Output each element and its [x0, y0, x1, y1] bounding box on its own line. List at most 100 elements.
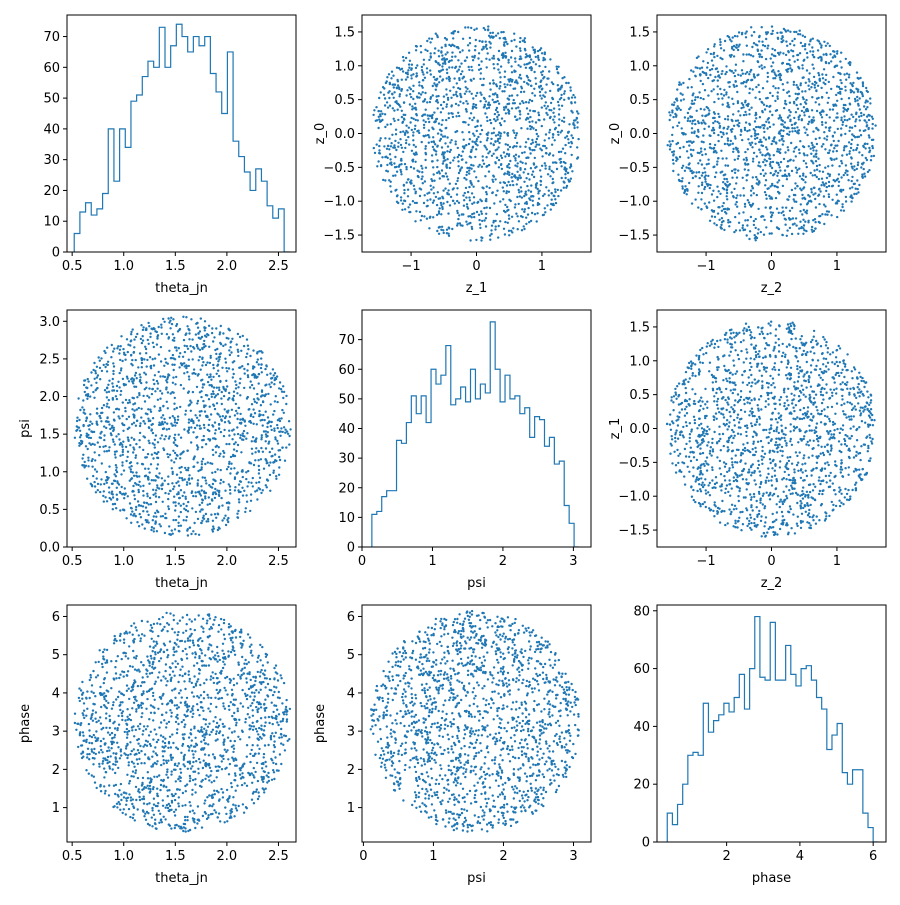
scatter-point — [174, 421, 176, 423]
scatter-point — [724, 73, 726, 75]
scatter-point — [525, 56, 527, 58]
scatter-point — [691, 127, 693, 129]
scatter-point — [802, 67, 804, 69]
scatter-point — [562, 148, 564, 150]
scatter-point — [185, 410, 187, 412]
scatter-point — [840, 117, 842, 119]
scatter-point — [197, 327, 199, 329]
scatter-point — [275, 378, 277, 380]
scatter-point — [87, 378, 89, 380]
scatter-point — [800, 227, 802, 229]
scatter-point — [521, 229, 523, 231]
scatter-point — [242, 335, 244, 337]
scatter-point — [178, 434, 180, 436]
scatter-point — [391, 93, 393, 95]
scatter-point — [851, 176, 853, 178]
scatter-point — [541, 74, 543, 76]
scatter-point — [134, 498, 136, 500]
scatter-point — [156, 484, 158, 486]
scatter-point — [737, 100, 739, 102]
scatter-point — [396, 67, 398, 69]
scatter-point — [836, 150, 838, 152]
scatter-point — [432, 216, 434, 218]
scatter-point — [795, 84, 797, 86]
scatter-point — [485, 46, 487, 48]
scatter-point — [139, 513, 141, 515]
scatter-point — [108, 491, 110, 493]
scatter-point — [175, 457, 177, 459]
scatter-point — [474, 45, 476, 47]
scatter-point — [199, 410, 201, 412]
scatter-point — [866, 115, 868, 117]
scatter-point — [711, 215, 713, 217]
scatter-point — [221, 504, 223, 506]
scatter-point — [204, 410, 206, 412]
scatter-point — [120, 367, 122, 369]
scatter-point — [387, 106, 389, 108]
scatter-point — [407, 136, 409, 138]
scatter-point — [499, 71, 501, 73]
scatter-point — [847, 179, 849, 181]
scatter-point — [803, 154, 805, 156]
scatter-point — [398, 95, 400, 97]
scatter-point — [408, 67, 410, 69]
scatter-point — [780, 38, 782, 40]
scatter-point — [487, 25, 489, 27]
scatter-point — [441, 124, 443, 126]
scatter-point — [207, 381, 209, 383]
scatter-point — [426, 71, 428, 73]
scatter-point — [727, 219, 729, 221]
scatter-point — [397, 119, 399, 121]
scatter-point — [401, 116, 403, 118]
scatter-point — [720, 47, 722, 49]
scatter-point — [747, 148, 749, 150]
scatter-point — [864, 175, 866, 177]
scatter-point — [523, 211, 525, 213]
scatter-point — [497, 134, 499, 136]
scatter-point — [442, 78, 444, 80]
scatter-point — [111, 389, 113, 391]
scatter-point — [173, 417, 175, 419]
scatter-point — [833, 51, 835, 53]
scatter-point — [213, 367, 215, 369]
scatter-point — [479, 141, 481, 143]
scatter-point — [106, 482, 108, 484]
scatter-point — [757, 228, 759, 230]
scatter-point — [85, 420, 87, 422]
scatter-point — [486, 66, 488, 68]
scatter-point — [838, 185, 840, 187]
scatter-point — [188, 332, 190, 334]
scatter-point — [836, 52, 838, 54]
scatter-point — [189, 482, 191, 484]
scatter-point — [844, 133, 846, 135]
scatter-point — [426, 50, 428, 52]
scatter-point — [203, 515, 205, 517]
scatter-point — [486, 165, 488, 167]
scatter-point — [498, 142, 500, 144]
scatter-point — [814, 86, 816, 88]
scatter-point — [721, 210, 723, 212]
scatter-point — [223, 395, 225, 397]
scatter-point — [703, 72, 705, 74]
scatter-point — [722, 181, 724, 183]
scatter-point — [789, 131, 791, 133]
scatter-point — [787, 149, 789, 151]
scatter-point — [771, 25, 773, 27]
scatter-point — [237, 444, 239, 446]
scatter-point — [109, 497, 111, 499]
scatter-point — [401, 88, 403, 90]
scatter-point — [191, 477, 193, 479]
scatter-point — [791, 233, 793, 235]
scatter-point — [713, 147, 715, 149]
scatter-point — [180, 384, 182, 386]
scatter-point — [523, 228, 525, 230]
scatter-point — [747, 138, 749, 140]
scatter-point — [502, 54, 504, 56]
scatter-point — [748, 92, 750, 94]
scatter-point — [402, 121, 404, 123]
scatter-point — [432, 186, 434, 188]
scatter-point — [765, 198, 767, 200]
scatter-point — [216, 402, 218, 404]
scatter-point — [86, 436, 88, 438]
